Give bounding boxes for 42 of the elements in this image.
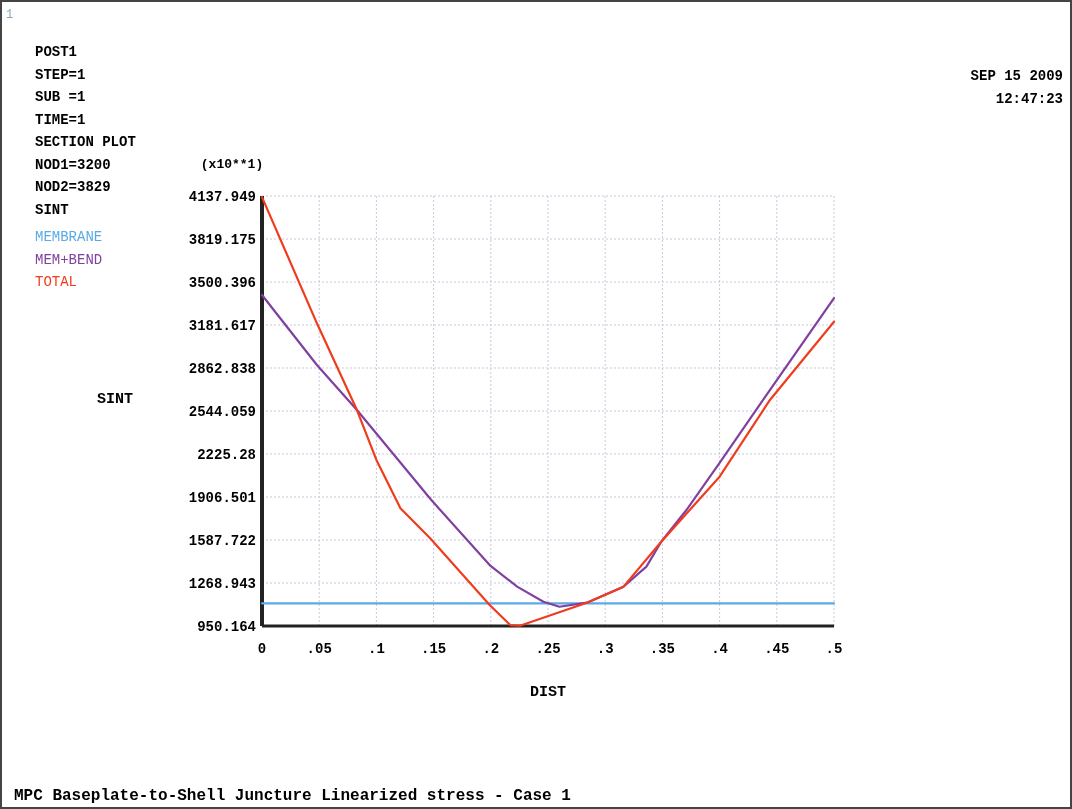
x-tick-label: .25: [535, 641, 561, 657]
y-tick-label: 3181.617: [188, 317, 256, 334]
y-tick-label: 2225.28: [197, 446, 256, 463]
line-series: [260, 195, 836, 627]
y-tick-label: 1906.501: [188, 489, 256, 506]
text: NOD2=3829: [35, 179, 111, 195]
y-tick-label: 3819.175: [188, 231, 256, 248]
text: TOTAL: [35, 274, 78, 290]
x-axis-title: DIST: [529, 684, 567, 701]
text: MEMBRANE: [35, 229, 103, 245]
x-tick-label: .35: [649, 641, 676, 657]
text: NOD1=3200: [35, 156, 111, 173]
x-tick-label: .1: [367, 641, 385, 657]
x-tick-label: .5: [825, 641, 843, 657]
x-tick-label: .15: [420, 641, 447, 657]
y-tick-label: 1268.943: [188, 575, 256, 592]
y-tick-label: 2862.838: [188, 360, 256, 377]
y-tick-label: 3500.396: [188, 274, 256, 291]
text: 12:47:23: [995, 91, 1063, 107]
text: SECTION PLOT: [35, 134, 136, 150]
y-tick-label: 950.164: [197, 618, 256, 635]
y-tick-label: 1587.722: [188, 532, 256, 549]
x-tick-label: 0: [257, 641, 267, 657]
x-tick-label: .05: [306, 641, 332, 657]
x-tick-label: .2: [482, 641, 500, 657]
text: TIME=1: [35, 111, 86, 128]
x-tick-label: .45: [764, 641, 790, 657]
text: SUB =1: [35, 89, 86, 105]
x-tick-label: .3: [596, 641, 614, 657]
text: 1: [6, 8, 14, 22]
text: STEP=1: [35, 66, 86, 83]
line-series: [260, 293, 836, 608]
y-tick-label: 4137.949: [188, 188, 256, 205]
text: POST1: [35, 44, 78, 60]
y-tick-label: 2544.059: [188, 403, 256, 420]
text: SINT: [35, 201, 69, 218]
text: (x10**1): [200, 157, 264, 172]
text: MPC Baseplate-to-Shell Juncture Linearized stress - Case 1: [14, 787, 571, 805]
x-tick-label: .4: [711, 641, 729, 657]
text: SEP 15 2009: [970, 68, 1063, 84]
y-axis-title: SINT: [96, 391, 134, 408]
text: MEM+BEND: [35, 251, 103, 268]
